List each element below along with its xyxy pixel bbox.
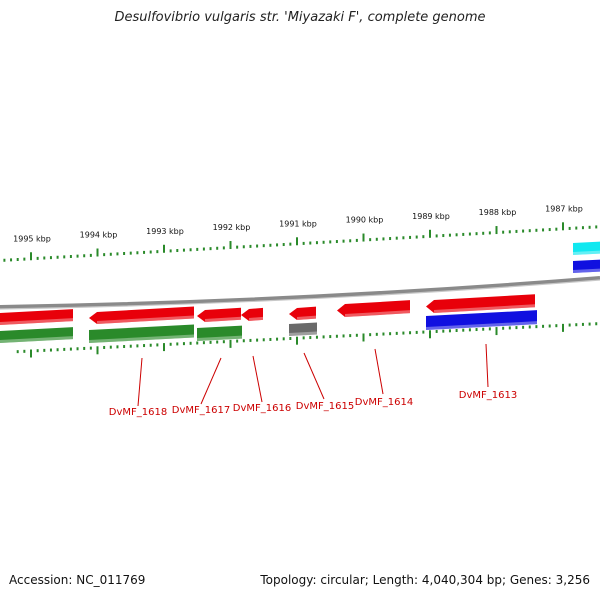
- gene-label-leader: [252, 355, 263, 403]
- scale-tick-label: 1994 kbp: [80, 231, 118, 240]
- gene-label: DvMF_1617: [172, 405, 230, 416]
- backbone-highlight: [0, 279, 600, 310]
- cds-bar: [289, 322, 317, 336]
- outer-tick-track: [3, 222, 598, 262]
- cds-bar: [0, 327, 73, 343]
- gene-label-leader: [303, 352, 325, 400]
- cds-bar: [89, 324, 194, 343]
- map-title: Desulfovibrio vulgaris str. 'Miyazaki F'…: [114, 10, 486, 25]
- gene-label: DvMF_1616: [233, 403, 291, 414]
- gene-bar-dvmf-1617: [197, 307, 241, 322]
- gene-label-leader: [374, 348, 384, 395]
- backbone-line: [0, 276, 600, 309]
- scale-tick-label: 1987 kbp: [545, 204, 583, 213]
- gene-label: DvMF_1615: [296, 401, 354, 412]
- scale-tick-label: 1992 kbp: [213, 223, 251, 232]
- scale-tick-label: 1991 kbp: [279, 219, 317, 228]
- gene-label-leader: [200, 357, 222, 405]
- gene-label-leader: [485, 343, 489, 388]
- gene-label-leader: [137, 357, 143, 407]
- scale-tick-label: 1989 kbp: [412, 212, 450, 221]
- scale-tick-label: 1993 kbp: [146, 227, 184, 236]
- inner-tick-track: [16, 322, 598, 358]
- gene-labels: DvMF_1618 DvMF_1617 DvMF_1616 DvMF_1615 DvMF…: [109, 343, 517, 418]
- topology-text: Topology: circular; Length: 4,040,304 bp…: [260, 573, 590, 587]
- gene-bar-dvmf-1616: [241, 307, 263, 321]
- gene-label: DvMF_1614: [355, 397, 413, 408]
- scale-tick-label: 1995 kbp: [13, 234, 51, 243]
- scale-tick-label: 1990 kbp: [346, 216, 384, 225]
- genome-backbone: [0, 276, 600, 310]
- cds-bar: [573, 259, 600, 273]
- gene-bar-dvmf-1618: [89, 306, 194, 324]
- gene-bar: [0, 309, 73, 325]
- feature-tracks: [0, 241, 600, 343]
- cds-bar: [426, 310, 537, 330]
- gene-label: DvMF_1618: [109, 407, 167, 418]
- scale-tick-label: 1988 kbp: [479, 208, 517, 217]
- scale-labels: 1995 kbp 1994 kbp 1993 kbp 1992 kbp 1991 kbp…: [13, 204, 583, 243]
- accession-text: Accession: NC_011769: [9, 573, 146, 587]
- cds-bar: [197, 325, 242, 341]
- gene-bar-dvmf-1614: [337, 300, 410, 317]
- gene-label: DvMF_1613: [459, 390, 517, 401]
- cds-bar: [573, 241, 600, 255]
- gene-bar-dvmf-1615: [289, 306, 316, 320]
- gene-bar-dvmf-1613: [426, 294, 535, 313]
